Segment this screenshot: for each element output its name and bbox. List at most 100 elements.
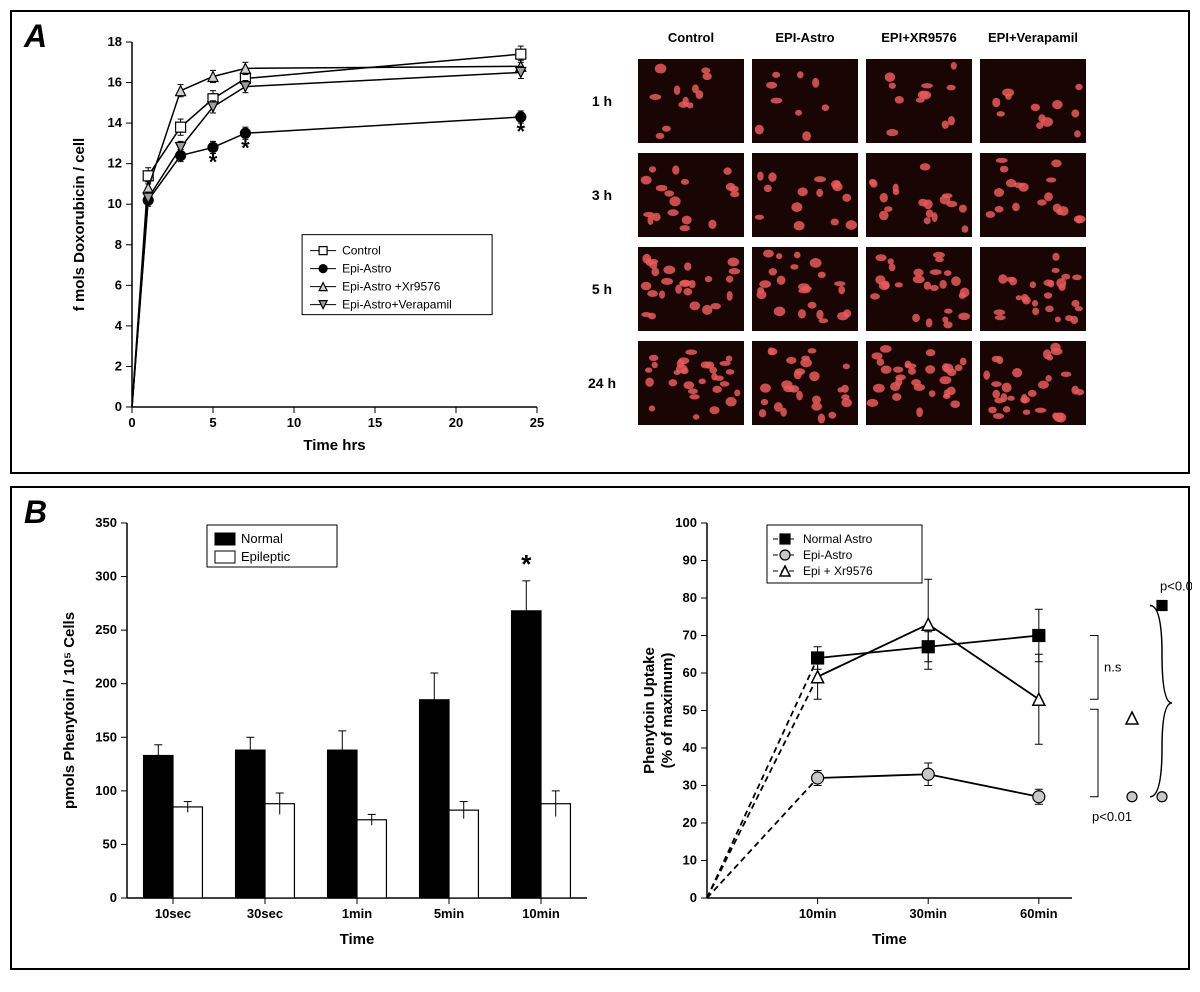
micrograph-cell [980,341,1086,425]
svg-text:Phenytoin Uptake: Phenytoin Uptake [641,647,658,774]
svg-text:0: 0 [128,415,135,430]
svg-text:8: 8 [115,237,122,252]
svg-text:0: 0 [115,399,122,414]
svg-text:10min: 10min [522,906,560,921]
micrograph-cell [752,247,858,331]
svg-text:150: 150 [95,729,117,744]
svg-text:10: 10 [287,415,301,430]
panel-b: B 05010015020025030035010sec30sec1min5mi… [10,486,1190,970]
svg-text:2: 2 [115,358,122,373]
svg-text:5: 5 [209,415,216,430]
svg-text:Epi-Astro +Xr9576: Epi-Astro +Xr9576 [342,280,441,294]
svg-text:(% of maximum): (% of maximum) [659,653,676,769]
panel-a: A 0 5 10 15 20 25 0 2 4 6 8 10 12 14 16 18 Time hrs f mol… [10,10,1190,474]
svg-text:Control: Control [342,244,381,258]
svg-text:20: 20 [449,415,463,430]
micro-col-header: EPI+Verapamil [988,30,1078,45]
svg-text:100: 100 [675,515,697,530]
micrograph-cell [866,153,972,237]
svg-text:30min: 30min [909,906,947,921]
micro-row-header: 1 h [592,93,612,109]
micro-row-header: 3 h [592,187,612,203]
svg-text:Epi + Xr9576: Epi + Xr9576 [803,564,873,578]
svg-text:Time hrs: Time hrs [303,437,365,454]
svg-text:10sec: 10sec [155,906,191,921]
svg-text:30: 30 [683,778,697,793]
svg-text:p<0.01: p<0.01 [1092,809,1132,824]
micrograph-cell [752,153,858,237]
micro-row-header: 24 h [588,375,616,391]
micrograph-cell [980,153,1086,237]
svg-text:40: 40 [683,740,697,755]
micrograph-cell [638,59,744,143]
panel-a-linechart: 0 5 10 15 20 25 0 2 4 6 8 10 12 14 16 18 Time hrs f mols … [62,22,552,462]
micrograph-cell [638,247,744,331]
panel-b-bar-svg: 0 50 100 150 200 250 300 350 10sec 30sec 1min 5min 1… [52,498,602,958]
micrograph-cell [752,59,858,143]
svg-text:n.s: n.s [1104,659,1122,674]
panel-a-label: A [24,18,47,55]
panel-b-line-svg: 010203040506070809010010min30min60minTim… [632,498,1192,958]
micrograph-cell [980,59,1086,143]
micro-col-header: EPI-Astro [775,30,834,45]
svg-text:*: * [209,149,218,174]
svg-text:250: 250 [95,622,117,637]
svg-text:0: 0 [110,890,117,905]
svg-text:18: 18 [108,34,122,49]
svg-text:Epileptic: Epileptic [241,549,291,564]
svg-text:Normal: Normal [241,531,283,546]
svg-text:Time: Time [340,931,375,948]
svg-text:Epi-Astro: Epi-Astro [803,548,853,562]
svg-text:10: 10 [683,853,697,868]
micro-col-header: EPI+XR9576 [881,30,957,45]
micrograph-cell [866,59,972,143]
svg-text:70: 70 [683,628,697,643]
svg-text:4: 4 [115,318,123,333]
svg-text:50: 50 [683,703,697,718]
svg-text:*: * [521,549,532,579]
micrograph-cell [638,341,744,425]
svg-text:*: * [517,119,526,144]
svg-text:f mols Doxorubicin / cell: f mols Doxorubicin / cell [71,138,88,311]
micrograph-cell [980,247,1086,331]
svg-text:*: * [241,135,250,160]
svg-text:p<0.01: p<0.01 [1160,579,1192,594]
svg-text:15: 15 [368,415,382,430]
svg-text:Epi-Astro: Epi-Astro [342,262,392,276]
svg-text:10min: 10min [799,906,837,921]
panel-b-barchart: 0 50 100 150 200 250 300 350 10sec 30sec 1min 5min 1… [52,498,602,958]
svg-text:25: 25 [530,415,544,430]
micrograph-cell [866,247,972,331]
svg-text:60min: 60min [1020,906,1058,921]
micrograph-cell [866,341,972,425]
panel-a-svg: 0 5 10 15 20 25 0 2 4 6 8 10 12 14 16 18 Time hrs f mols … [62,22,552,462]
svg-text:50: 50 [103,836,117,851]
svg-text:pmols Phenytoin / 10⁵ Cells: pmols Phenytoin / 10⁵ Cells [61,612,78,809]
svg-text:200: 200 [95,676,117,691]
svg-text:12: 12 [108,156,122,171]
micrograph-cell [638,153,744,237]
svg-text:20: 20 [683,815,697,830]
svg-text:Epi-Astro+Verapamil: Epi-Astro+Verapamil [342,298,452,312]
panel-b-linechart: 010203040506070809010010min30min60minTim… [632,498,1192,958]
svg-text:100: 100 [95,783,117,798]
svg-text:60: 60 [683,665,697,680]
svg-text:300: 300 [95,569,117,584]
svg-text:0: 0 [690,890,697,905]
micrograph-grid: Control EPI-Astro EPI+XR9576 EPI+Verapamil 1… [572,22,1088,462]
svg-text:80: 80 [683,590,697,605]
svg-text:10: 10 [108,196,122,211]
micrograph-cell [752,341,858,425]
micro-col-header: Control [668,30,714,45]
figure-root: A 0510152025024681012141618Time hrsf mol… [0,0,1200,992]
svg-text:90: 90 [683,553,697,568]
panel-b-label: B [24,494,47,531]
svg-text:6: 6 [115,277,122,292]
svg-text:350: 350 [95,515,117,530]
svg-text:1min: 1min [342,906,372,921]
svg-text:16: 16 [108,75,122,90]
svg-text:5min: 5min [434,906,464,921]
svg-text:30sec: 30sec [247,906,283,921]
svg-text:14: 14 [108,115,123,130]
micro-row-header: 5 h [592,281,612,297]
